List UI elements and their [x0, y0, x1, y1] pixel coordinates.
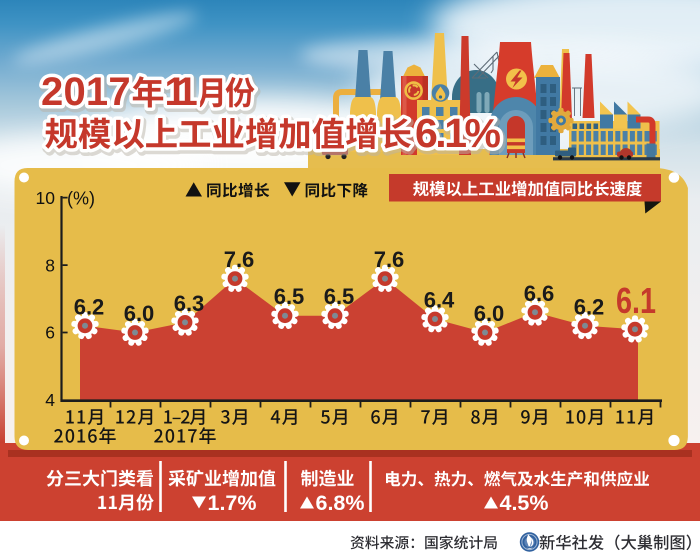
svg-text:10: 10	[36, 188, 56, 208]
svg-text:6.6: 6.6	[524, 281, 555, 306]
svg-text:(%): (%)	[67, 189, 95, 209]
svg-text:6.5: 6.5	[274, 284, 305, 309]
svg-text:8: 8	[45, 255, 55, 275]
svg-text:4: 4	[45, 390, 55, 410]
svg-text:6.0: 6.0	[474, 301, 505, 326]
svg-text:6.8%: 6.8%	[316, 491, 365, 515]
svg-text:6.1: 6.1	[616, 280, 656, 321]
svg-text:6.4: 6.4	[424, 288, 455, 313]
svg-text:7.6: 7.6	[374, 247, 405, 272]
svg-text:7.6: 7.6	[224, 247, 255, 272]
svg-text:6.5: 6.5	[324, 284, 355, 309]
svg-text:6.0: 6.0	[124, 301, 155, 326]
svg-text:6.2: 6.2	[74, 294, 105, 319]
svg-text:6.1%: 6.1%	[417, 113, 502, 159]
svg-text:2017: 2017	[43, 73, 133, 117]
svg-text:6.1%: 6.1%	[415, 110, 500, 156]
svg-text:2017: 2017	[41, 70, 131, 114]
svg-text:6.3: 6.3	[174, 291, 205, 316]
svg-text:1.7%: 1.7%	[208, 491, 257, 515]
svg-text:6: 6	[45, 323, 55, 343]
svg-text:6.2: 6.2	[574, 294, 605, 319]
svg-text:4.5%: 4.5%	[500, 491, 549, 515]
